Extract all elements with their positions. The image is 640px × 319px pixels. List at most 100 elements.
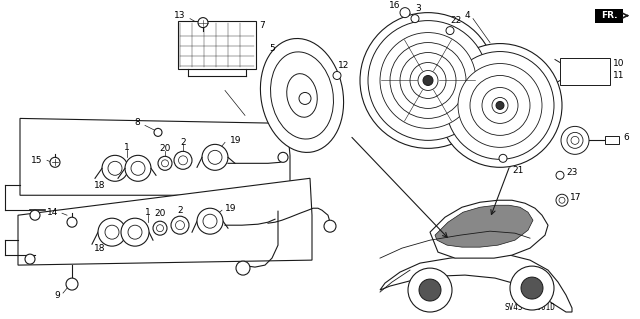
Polygon shape <box>435 205 533 247</box>
Text: 11: 11 <box>613 71 625 80</box>
Circle shape <box>121 218 149 246</box>
Circle shape <box>496 101 504 109</box>
Circle shape <box>380 33 476 128</box>
Circle shape <box>153 221 167 235</box>
Circle shape <box>410 63 446 99</box>
Circle shape <box>278 152 288 162</box>
Text: 1: 1 <box>145 208 151 217</box>
Ellipse shape <box>287 74 317 117</box>
Circle shape <box>175 221 184 230</box>
Circle shape <box>571 137 579 145</box>
Circle shape <box>198 18 208 28</box>
Circle shape <box>128 225 142 239</box>
Circle shape <box>419 279 441 301</box>
Circle shape <box>171 216 189 234</box>
Circle shape <box>567 132 583 148</box>
FancyBboxPatch shape <box>560 57 610 85</box>
FancyBboxPatch shape <box>595 9 623 23</box>
Circle shape <box>50 157 60 167</box>
Text: 5: 5 <box>269 44 275 53</box>
Circle shape <box>25 254 35 264</box>
Text: 17: 17 <box>570 193 582 202</box>
Circle shape <box>102 155 128 181</box>
Circle shape <box>108 161 122 175</box>
Circle shape <box>158 156 172 170</box>
Polygon shape <box>20 118 290 195</box>
Circle shape <box>157 225 163 232</box>
Text: 21: 21 <box>512 166 524 175</box>
Text: 3: 3 <box>415 4 420 13</box>
Circle shape <box>202 145 228 170</box>
Text: 1: 1 <box>124 143 130 152</box>
Circle shape <box>418 70 438 91</box>
Text: 19: 19 <box>230 136 241 145</box>
Circle shape <box>324 220 336 232</box>
Circle shape <box>561 126 589 154</box>
Text: 20: 20 <box>159 144 171 153</box>
Text: 20: 20 <box>154 209 166 218</box>
Text: 10: 10 <box>613 59 625 68</box>
Circle shape <box>299 93 311 104</box>
Circle shape <box>174 151 192 169</box>
Circle shape <box>390 42 466 118</box>
Polygon shape <box>380 255 572 312</box>
Circle shape <box>470 76 530 135</box>
Text: 14: 14 <box>47 208 58 217</box>
Text: 12: 12 <box>338 61 349 70</box>
Circle shape <box>521 277 543 299</box>
Circle shape <box>400 53 456 108</box>
Circle shape <box>556 194 568 206</box>
Text: 19: 19 <box>225 204 237 213</box>
Circle shape <box>161 160 168 167</box>
Text: 2: 2 <box>177 206 183 215</box>
Circle shape <box>408 268 452 312</box>
Circle shape <box>446 26 454 34</box>
Polygon shape <box>18 178 312 265</box>
Text: 13: 13 <box>173 11 185 20</box>
Circle shape <box>236 261 250 275</box>
Circle shape <box>98 218 126 246</box>
Circle shape <box>179 156 188 165</box>
Text: 23: 23 <box>566 168 577 177</box>
Ellipse shape <box>271 52 333 139</box>
Circle shape <box>499 154 507 162</box>
Circle shape <box>203 214 217 228</box>
Circle shape <box>154 128 162 137</box>
Text: SV43-B1601D: SV43-B1601D <box>504 302 556 312</box>
Text: 8: 8 <box>134 118 140 127</box>
Circle shape <box>67 217 77 227</box>
Text: 18: 18 <box>94 244 106 253</box>
Circle shape <box>66 278 78 290</box>
Circle shape <box>446 52 554 159</box>
Text: 4: 4 <box>465 11 470 20</box>
Circle shape <box>360 13 496 148</box>
Text: FR.: FR. <box>601 11 617 20</box>
Text: 18: 18 <box>94 181 106 190</box>
Ellipse shape <box>260 39 344 152</box>
Text: 22: 22 <box>450 16 461 25</box>
Circle shape <box>208 150 222 164</box>
Text: 16: 16 <box>388 1 400 10</box>
Circle shape <box>368 21 488 140</box>
Text: 7: 7 <box>259 21 265 30</box>
Circle shape <box>411 15 419 23</box>
Circle shape <box>400 8 410 18</box>
Circle shape <box>333 71 341 79</box>
Circle shape <box>438 44 562 167</box>
FancyBboxPatch shape <box>178 21 256 69</box>
Circle shape <box>510 266 554 310</box>
Text: 2: 2 <box>180 138 186 147</box>
Text: 6: 6 <box>623 133 628 142</box>
Circle shape <box>556 171 564 179</box>
Circle shape <box>131 161 145 175</box>
Text: 9: 9 <box>54 291 60 300</box>
Circle shape <box>492 97 508 114</box>
Circle shape <box>30 210 40 220</box>
Circle shape <box>458 63 542 147</box>
Text: 15: 15 <box>31 156 42 165</box>
Circle shape <box>105 225 119 239</box>
Circle shape <box>482 87 518 123</box>
Circle shape <box>423 76 433 85</box>
Polygon shape <box>430 200 548 258</box>
Circle shape <box>559 197 565 203</box>
